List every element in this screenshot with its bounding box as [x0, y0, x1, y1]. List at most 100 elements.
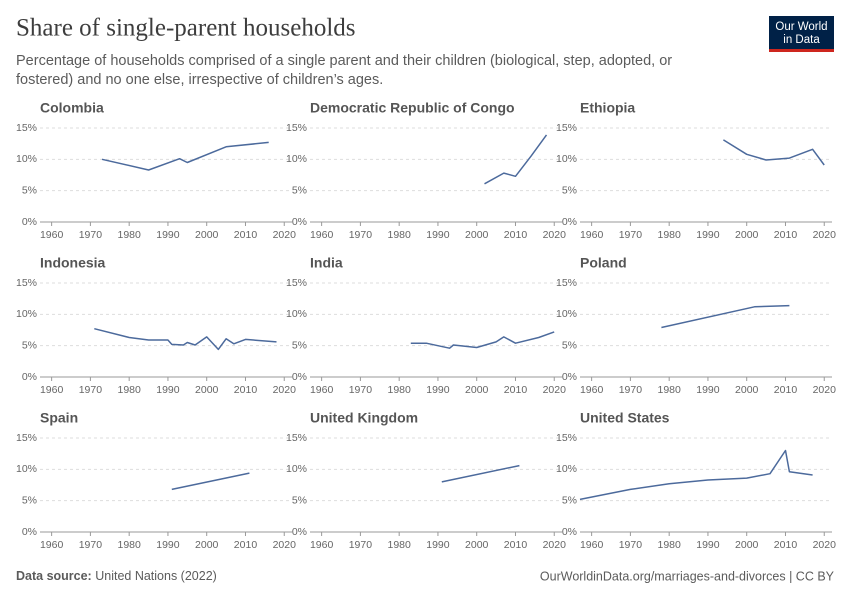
x-tick-label: 2010 [774, 384, 798, 396]
y-tick-label: 5% [22, 494, 37, 506]
y-tick-label: 15% [556, 432, 577, 444]
panel-title: India [310, 255, 343, 271]
x-tick-label: 2010 [234, 384, 258, 396]
x-tick-label: 1980 [387, 539, 411, 551]
x-tick-label: 1960 [310, 384, 334, 396]
y-tick-label: 0% [22, 216, 37, 228]
y-tick-label: 0% [562, 216, 577, 228]
x-tick-label: 2000 [195, 384, 219, 396]
x-tick-label: 2020 [543, 384, 567, 396]
y-tick-label: 10% [16, 463, 37, 475]
panel-title: United Kingdom [310, 410, 418, 426]
x-tick-label: 1980 [657, 539, 681, 551]
x-tick-label: 1980 [117, 384, 141, 396]
y-tick-label: 15% [556, 122, 577, 134]
url[interactable]: OurWorldinData.org/marriages-and-divorce… [540, 569, 835, 583]
y-tick-label: 10% [556, 308, 577, 320]
x-tick-label: 1980 [117, 229, 141, 241]
x-tick-label: 1980 [387, 384, 411, 396]
y-tick-label: 10% [286, 153, 307, 165]
x-tick-label: 2020 [813, 384, 837, 396]
x-tick-label: 1970 [619, 539, 643, 551]
logo-text[interactable]: Our World [775, 21, 827, 33]
logo-text[interactable]: in Data [783, 34, 820, 46]
y-tick-label: 0% [292, 526, 307, 538]
panel-title: Democratic Republic of Congo [310, 100, 515, 116]
data-line [441, 464, 520, 483]
y-tick-label: 10% [286, 463, 307, 475]
x-tick-label: 2000 [465, 229, 489, 241]
x-tick-label: 2010 [504, 539, 528, 551]
x-tick-label: 1990 [156, 384, 180, 396]
x-tick-label: 1970 [349, 229, 373, 241]
x-tick-label: 2020 [273, 229, 297, 241]
x-tick-label: 1960 [40, 229, 64, 241]
x-tick-label: 2000 [735, 229, 759, 241]
y-tick-label: 5% [562, 494, 577, 506]
y-tick-label: 5% [22, 184, 37, 196]
x-tick-label: 1970 [349, 384, 373, 396]
y-tick-label: 0% [292, 216, 307, 228]
y-tick-label: 10% [556, 463, 577, 475]
panel-title: Colombia [40, 100, 104, 116]
x-tick-label: 1970 [79, 539, 103, 551]
x-tick-label: 2010 [774, 229, 798, 241]
panel-title: United States [580, 410, 670, 426]
data-line [410, 331, 555, 349]
x-tick-label: 2020 [543, 539, 567, 551]
subtitle: fostered) and no one else, irrespective … [16, 72, 383, 88]
logo-stripe [769, 49, 834, 52]
y-tick-label: 15% [16, 432, 37, 444]
y-tick-label: 0% [562, 526, 577, 538]
x-tick-label: 2020 [543, 229, 567, 241]
x-tick-label: 2020 [813, 229, 837, 241]
panel-title: Poland [580, 255, 627, 271]
x-tick-label: 1970 [619, 384, 643, 396]
y-tick-label: 5% [22, 339, 37, 351]
x-tick-label: 2020 [273, 384, 297, 396]
x-tick-label: 2010 [504, 229, 528, 241]
x-tick-label: 2000 [195, 229, 219, 241]
data-line [171, 472, 250, 491]
data-line [579, 449, 813, 501]
y-tick-label: 15% [16, 122, 37, 134]
x-tick-label: 1970 [79, 384, 103, 396]
x-tick-label: 1990 [696, 229, 720, 241]
y-tick-label: 0% [22, 371, 37, 383]
source-text: United Nations (2022) [95, 569, 217, 583]
y-tick-label: 15% [286, 432, 307, 444]
y-tick-label: 10% [286, 308, 307, 320]
y-tick-label: 0% [292, 371, 307, 383]
x-tick-label: 1960 [310, 229, 334, 241]
y-tick-label: 10% [16, 308, 37, 320]
source-label: Data source: [16, 569, 92, 583]
x-tick-label: 1990 [426, 539, 450, 551]
y-tick-label: 5% [292, 339, 307, 351]
x-tick-label: 1980 [387, 229, 411, 241]
y-tick-label: 5% [562, 184, 577, 196]
logo-box[interactable] [769, 16, 834, 52]
x-tick-label: 1970 [619, 229, 643, 241]
data-line [101, 141, 269, 171]
x-tick-label: 2010 [774, 539, 798, 551]
x-tick-label: 1990 [696, 539, 720, 551]
x-tick-label: 1960 [580, 539, 604, 551]
y-tick-label: 5% [562, 339, 577, 351]
data-line [94, 327, 277, 351]
x-tick-label: 1970 [79, 229, 103, 241]
x-tick-label: 1990 [156, 229, 180, 241]
y-tick-label: 10% [556, 153, 577, 165]
x-tick-label: 1970 [349, 539, 373, 551]
chart-title: Share of single-parent households [16, 15, 356, 42]
y-tick-label: 15% [556, 277, 577, 289]
x-tick-label: 2010 [504, 384, 528, 396]
x-tick-label: 1990 [426, 229, 450, 241]
y-tick-label: 15% [286, 122, 307, 134]
source: Data source: United Nations (2022) [16, 569, 217, 583]
x-tick-label: 1980 [657, 384, 681, 396]
x-tick-label: 1990 [696, 384, 720, 396]
data-line [723, 139, 825, 166]
y-tick-label: 15% [286, 277, 307, 289]
